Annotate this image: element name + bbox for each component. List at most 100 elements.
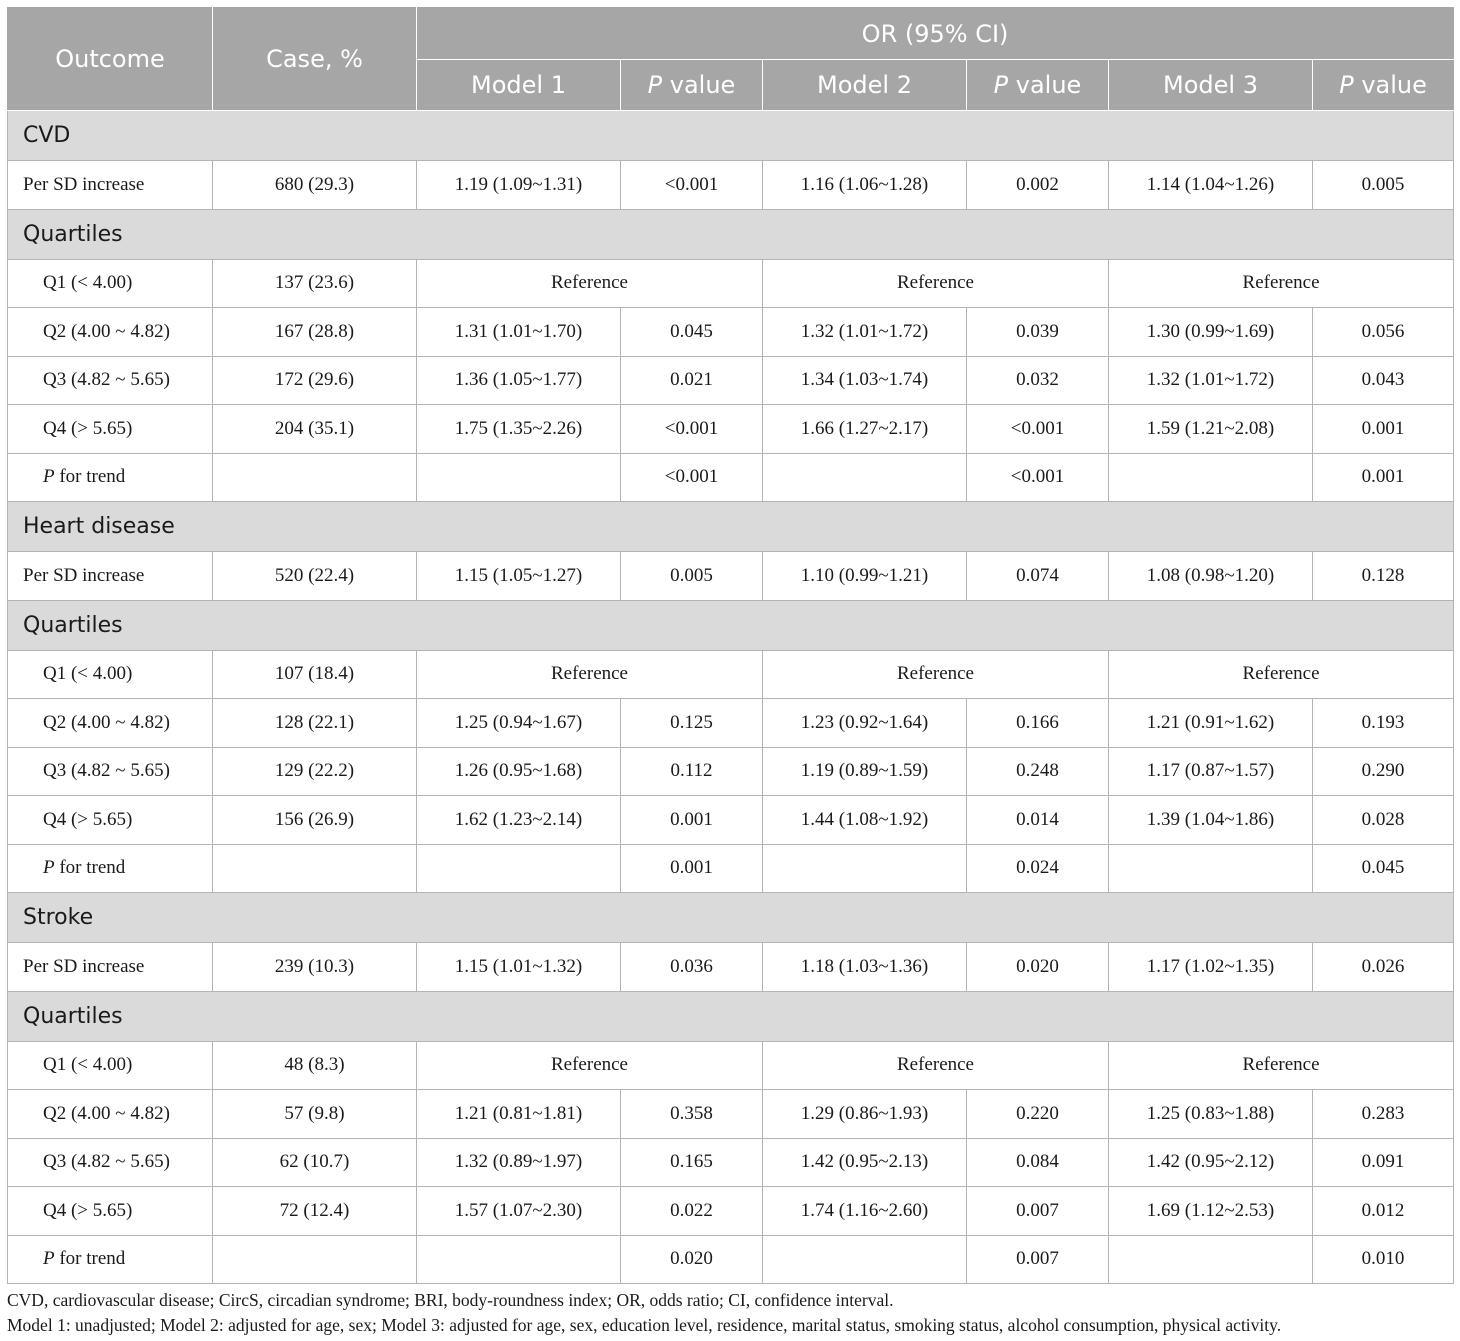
p3-cell: 0.128	[1311, 551, 1455, 601]
model1-cell: 1.57 (1.07~2.30)	[416, 1186, 621, 1236]
row-label: Q3 (4.82 ~ 5.65)	[7, 355, 213, 405]
model1-cell	[416, 843, 621, 893]
table-row: Q2 (4.00 ~ 4.82) 167 (28.8) 1.31 (1.01~1.7…	[7, 307, 1455, 357]
model1-cell: 1.15 (1.01~1.32)	[416, 942, 621, 992]
p2-cell: 0.074	[966, 551, 1109, 601]
case-cell: 62 (10.7)	[212, 1137, 417, 1187]
trend-label-rest: for trend	[54, 857, 126, 879]
case-cell: 57 (9.8)	[212, 1089, 417, 1139]
header-model2: Model 2	[762, 59, 967, 111]
model3-cell: 1.14 (1.04~1.26)	[1108, 160, 1313, 210]
model2-cell: 1.66 (1.27~2.17)	[762, 404, 967, 454]
table-row: Q4 (> 5.65) 72 (12.4) 1.57 (1.07~2.30) 0.02…	[7, 1186, 1455, 1236]
subsection-header: Quartiles	[6, 990, 1455, 1042]
table-row: Q3 (4.82 ~ 5.65) 129 (22.2) 1.26 (0.95~1.6…	[7, 746, 1455, 796]
trend-label-italic: P	[43, 466, 55, 488]
p1-cell: 0.165	[620, 1137, 763, 1187]
p3-cell: 0.290	[1311, 746, 1455, 796]
footnote-models: Model 1: unadjusted; Model 2: adjusted f…	[7, 1315, 1282, 1335]
p1-cell: 0.021	[620, 355, 763, 405]
header-model3: Model 3	[1108, 59, 1313, 111]
p1-cell: 0.045	[620, 307, 763, 357]
trend-label-rest: for trend	[54, 1248, 126, 1270]
p2-cell: 0.007	[966, 1186, 1109, 1236]
p1-cell: <0.001	[620, 404, 763, 454]
model2-cell	[762, 843, 967, 893]
header-outcome: Outcome	[7, 7, 213, 111]
footnote-abbreviations: CVD, cardiovascular disease; CircS, circ…	[7, 1290, 894, 1310]
p1-cell: <0.001	[620, 160, 763, 210]
results-table: Outcome Case, % OR (95% CI) Model 1 P va…	[6, 7, 1455, 1284]
model3-cell: 1.42 (0.95~2.12)	[1108, 1137, 1313, 1187]
p2-cell: 0.032	[966, 355, 1109, 405]
p3-cell: 0.091	[1311, 1137, 1455, 1187]
p2-cell: 0.007	[966, 1234, 1109, 1284]
header-model1: Model 1	[416, 59, 621, 111]
p1-cell: 0.112	[620, 746, 763, 796]
case-cell: 48 (8.3)	[212, 1040, 417, 1090]
p3-cell: 0.005	[1311, 160, 1455, 210]
p3-cell: 0.283	[1311, 1089, 1455, 1139]
case-cell: 167 (28.8)	[212, 307, 417, 357]
model1-cell	[416, 452, 621, 502]
section-header: Stroke	[6, 892, 1455, 943]
header-p-value-2: P value	[966, 59, 1109, 111]
reference-cell-model3: Reference	[1107, 1040, 1455, 1090]
table-row: Q2 (4.00 ~ 4.82) 128 (22.1) 1.25 (0.94~1.6…	[7, 698, 1455, 748]
model2-cell: 1.18 (1.03~1.36)	[762, 942, 967, 992]
p1-cell: 0.001	[620, 795, 763, 845]
model3-cell: 1.17 (1.02~1.35)	[1108, 942, 1313, 992]
table-row: Q1 (< 4.00) 107 (18.4) Reference Reference R…	[7, 649, 1455, 699]
case-cell: 680 (29.3)	[212, 160, 417, 210]
subsection-header: Quartiles	[6, 208, 1455, 260]
trend-label: P for trend	[7, 1234, 213, 1284]
model2-cell: 1.29 (0.86~1.93)	[762, 1089, 967, 1139]
section-title: Heart disease	[6, 501, 1455, 552]
case-cell: 520 (22.4)	[212, 551, 417, 601]
table-header: Outcome Case, % OR (95% CI) Model 1 P va…	[7, 7, 1455, 111]
case-cell	[212, 843, 417, 893]
p2-cell: 0.002	[966, 160, 1109, 210]
case-cell: 107 (18.4)	[212, 649, 417, 699]
trend-label-italic: P	[43, 857, 55, 879]
p2-cell: 0.220	[966, 1089, 1109, 1139]
reference-cell-model2: Reference	[762, 258, 1109, 308]
row-label: Q3 (4.82 ~ 5.65)	[7, 746, 213, 796]
p2-cell: 0.084	[966, 1137, 1109, 1187]
model3-cell	[1108, 843, 1313, 893]
table-row: P for trend <0.001 <0.001 0.001	[7, 452, 1455, 502]
p3-cell: 0.012	[1311, 1186, 1455, 1236]
section-header: CVD	[6, 110, 1455, 161]
model1-cell: 1.26 (0.95~1.68)	[416, 746, 621, 796]
model1-cell: 1.21 (0.81~1.81)	[416, 1089, 621, 1139]
model2-cell: 1.32 (1.01~1.72)	[762, 307, 967, 357]
table-row: Q3 (4.82 ~ 5.65) 172 (29.6) 1.36 (1.05~1.7…	[7, 355, 1455, 405]
model2-cell	[762, 1234, 967, 1284]
case-cell: 204 (35.1)	[212, 404, 417, 454]
table-row: Q1 (< 4.00) 48 (8.3) Reference Reference Ref…	[7, 1040, 1455, 1090]
model3-cell: 1.59 (1.21~2.08)	[1108, 404, 1313, 454]
table-row: Q4 (> 5.65) 204 (35.1) 1.75 (1.35~2.26) <0.…	[7, 404, 1455, 454]
reference-cell-model1: Reference	[416, 649, 763, 699]
results-table-container: Outcome Case, % OR (95% CI) Model 1 P va…	[6, 7, 1455, 1284]
p2-cell: <0.001	[966, 404, 1109, 454]
model2-cell: 1.42 (0.95~2.13)	[762, 1137, 967, 1187]
model1-cell: 1.36 (1.05~1.77)	[416, 355, 621, 405]
reference-cell-model2: Reference	[762, 1040, 1109, 1090]
p2-cell: 0.014	[966, 795, 1109, 845]
table-row: Q1 (< 4.00) 137 (23.6) Reference Reference R…	[7, 258, 1455, 308]
p3-cell: 0.193	[1311, 698, 1455, 748]
p3-cell: 0.001	[1311, 404, 1455, 454]
row-label: Q4 (> 5.65)	[7, 795, 213, 845]
row-label: Q4 (> 5.65)	[7, 404, 213, 454]
p2-cell: 0.166	[966, 698, 1109, 748]
table-row: Q4 (> 5.65) 156 (26.9) 1.62 (1.23~2.14) 0.0…	[7, 795, 1455, 845]
p3-cell: 0.028	[1311, 795, 1455, 845]
table-row: Per SD increase 680 (29.3) 1.19 (1.09~1.31…	[7, 160, 1455, 210]
section-header: Heart disease	[6, 501, 1455, 552]
p1-cell: 0.358	[620, 1089, 763, 1139]
model1-cell: 1.75 (1.35~2.26)	[416, 404, 621, 454]
p2-cell: <0.001	[966, 452, 1109, 502]
row-label: Q2 (4.00 ~ 4.82)	[7, 1089, 213, 1139]
trend-label-rest: for trend	[54, 466, 126, 488]
